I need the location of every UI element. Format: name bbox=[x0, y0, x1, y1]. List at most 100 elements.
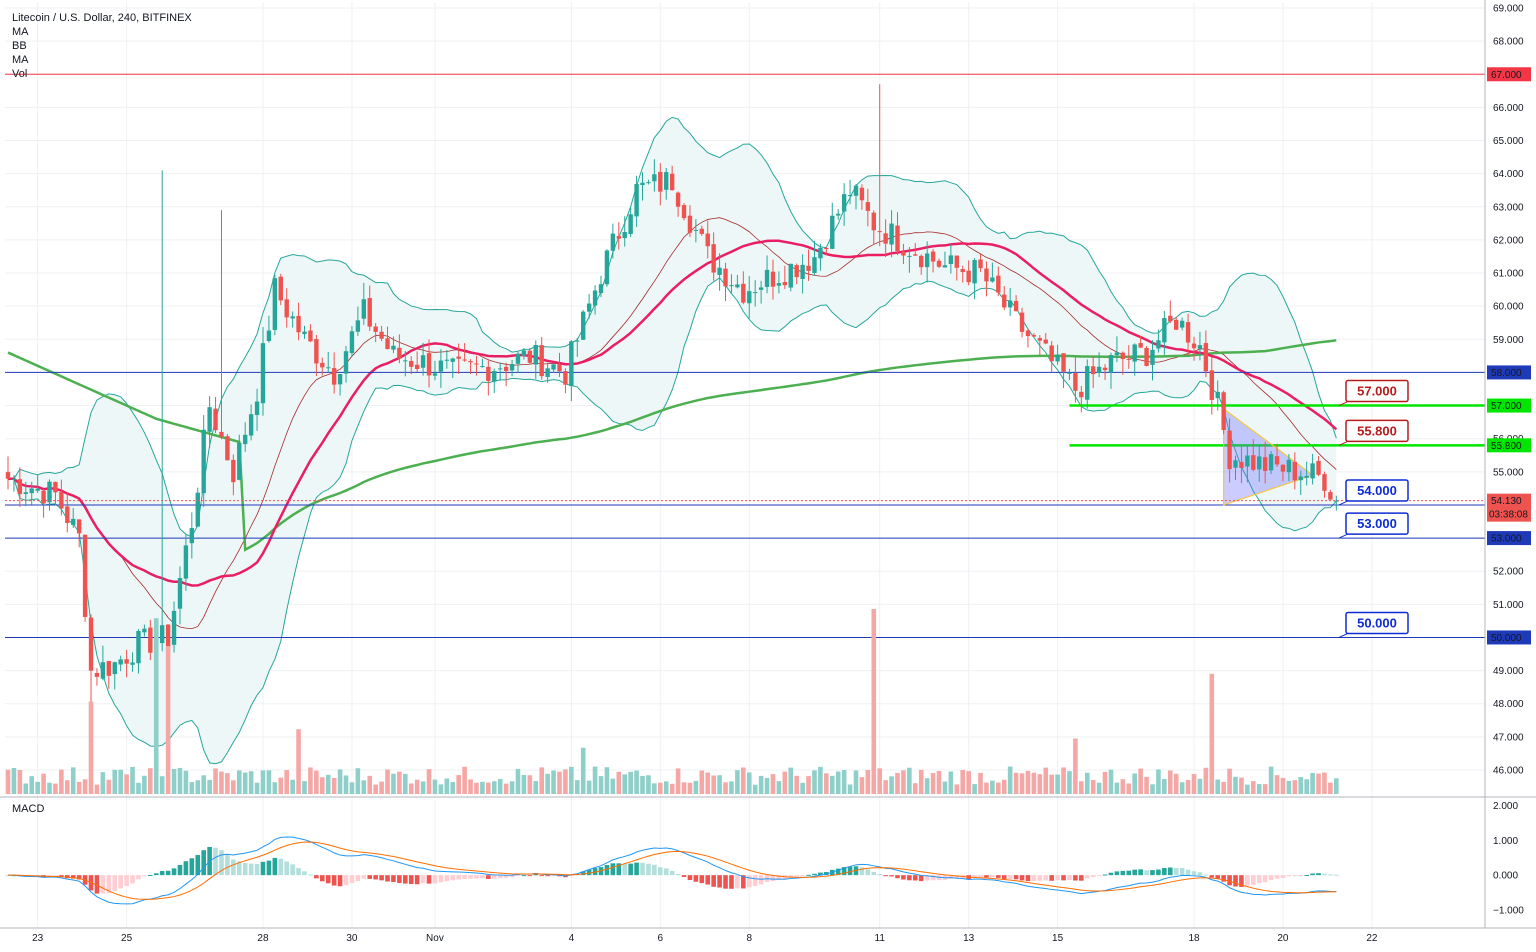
macd-bar bbox=[1209, 875, 1215, 878]
candle bbox=[1090, 355, 1096, 389]
candle bbox=[758, 280, 764, 304]
volume-bar bbox=[153, 618, 159, 794]
volume-bar bbox=[918, 769, 924, 794]
legend-indicator-vol[interactable]: Vol bbox=[12, 68, 28, 80]
candle bbox=[770, 259, 776, 300]
macd-bar bbox=[865, 869, 871, 876]
legend-indicator-ma1[interactable]: MA bbox=[12, 26, 29, 38]
macd-legend[interactable]: MACD bbox=[12, 803, 45, 815]
macd-bar bbox=[248, 863, 254, 876]
candle-body bbox=[1073, 373, 1078, 391]
candle-body bbox=[622, 232, 627, 239]
volume-bar bbox=[349, 782, 355, 794]
volume-bar bbox=[551, 770, 556, 794]
last-price-countdown: 03:38:08 bbox=[1489, 510, 1528, 521]
candle-body bbox=[581, 311, 586, 340]
candle bbox=[414, 351, 420, 372]
volume-bar bbox=[729, 781, 734, 794]
volume-bar bbox=[59, 769, 64, 794]
volume-bar bbox=[503, 783, 509, 794]
candle bbox=[1019, 307, 1025, 338]
callout-50.000: 50.000 bbox=[1338, 611, 1409, 638]
candle-body bbox=[29, 488, 34, 494]
volume-bar bbox=[954, 784, 960, 794]
candle bbox=[658, 163, 663, 206]
candle bbox=[361, 282, 366, 325]
candle-body bbox=[225, 436, 230, 461]
volume-bar bbox=[497, 778, 503, 794]
macd-bar bbox=[1227, 875, 1232, 886]
legend-indicator-ma2[interactable]: MA bbox=[12, 54, 29, 66]
macd-bar bbox=[996, 875, 1001, 878]
candle-body bbox=[1061, 353, 1066, 372]
candle-body bbox=[527, 350, 533, 363]
volume-bar bbox=[219, 771, 224, 794]
candle bbox=[1292, 452, 1298, 490]
volume-bar bbox=[877, 768, 883, 794]
macd-bar bbox=[723, 875, 728, 889]
volume-bar bbox=[136, 782, 141, 794]
volume-bar bbox=[788, 767, 794, 794]
candle-body bbox=[735, 284, 740, 288]
volume-bar bbox=[966, 771, 971, 794]
candle bbox=[717, 253, 722, 291]
volume-bar bbox=[889, 776, 894, 794]
candle bbox=[1138, 336, 1143, 349]
volume-bar bbox=[1274, 775, 1280, 794]
callout-label: 54.000 bbox=[1357, 483, 1397, 498]
candle bbox=[183, 533, 189, 591]
candle bbox=[82, 534, 88, 622]
candle-body bbox=[17, 479, 23, 495]
volume-bar bbox=[634, 770, 639, 794]
candle bbox=[895, 212, 900, 256]
volume-bar bbox=[1114, 782, 1120, 794]
candle-body bbox=[776, 283, 782, 286]
candle-body bbox=[367, 298, 372, 327]
candle-body bbox=[924, 253, 930, 268]
volume-bar bbox=[841, 770, 847, 794]
candle bbox=[391, 336, 396, 354]
volume-bar bbox=[474, 782, 479, 794]
candle bbox=[373, 323, 378, 343]
candle bbox=[1245, 444, 1250, 483]
candle-body bbox=[936, 260, 942, 267]
macd-bar bbox=[1126, 870, 1132, 876]
volume-bar bbox=[1108, 769, 1114, 794]
macd-bar bbox=[669, 870, 675, 876]
price-badge-label: 55.800 bbox=[1491, 441, 1522, 452]
candle-body bbox=[1102, 367, 1108, 371]
candle-body bbox=[1292, 461, 1298, 481]
volume-bar bbox=[1298, 777, 1304, 794]
candle-body bbox=[320, 362, 325, 368]
time-tick: 13 bbox=[963, 933, 975, 944]
candle bbox=[320, 357, 325, 376]
candle-body bbox=[658, 171, 663, 192]
macd-bar bbox=[106, 875, 112, 894]
legend-indicator-bb[interactable]: BB bbox=[12, 40, 27, 52]
candle-body bbox=[966, 270, 971, 283]
candle bbox=[331, 352, 337, 394]
candle bbox=[515, 350, 521, 373]
volume-bar bbox=[521, 774, 527, 794]
candle-body bbox=[432, 373, 438, 376]
candle bbox=[1316, 456, 1321, 477]
candle-body bbox=[788, 263, 793, 288]
candle-body bbox=[1037, 338, 1043, 341]
macd-bar bbox=[70, 875, 76, 879]
macd-bar bbox=[924, 875, 930, 881]
candle-body bbox=[705, 233, 710, 247]
macd-bar bbox=[420, 875, 426, 884]
candle-body bbox=[1025, 330, 1031, 337]
volume-bar bbox=[1280, 777, 1286, 794]
candle bbox=[243, 422, 248, 452]
candle bbox=[1144, 346, 1149, 367]
macd-bar bbox=[806, 874, 811, 876]
candle bbox=[432, 360, 438, 381]
volume-bar bbox=[11, 767, 17, 794]
macd-bar bbox=[1156, 869, 1161, 876]
macd-bar bbox=[628, 863, 633, 876]
macd-bar bbox=[1096, 875, 1102, 877]
candle-body bbox=[1043, 339, 1048, 344]
macd-bar bbox=[800, 875, 805, 877]
